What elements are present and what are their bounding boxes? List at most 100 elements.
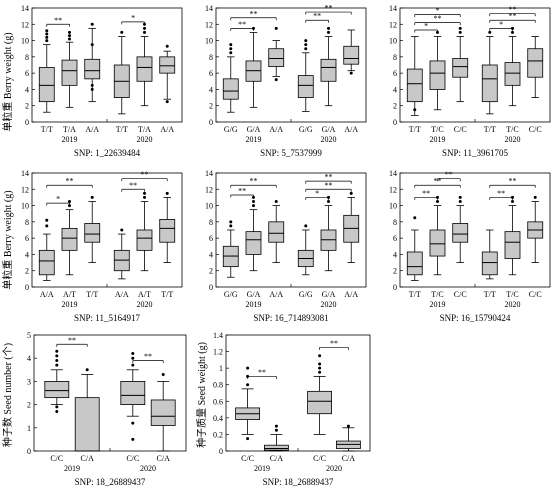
snp-caption: SNP: 11_3961705 — [442, 148, 508, 158]
box-2020-TC — [504, 195, 521, 276]
y-tick-label: 2 — [209, 267, 213, 276]
significance-stars: ** — [434, 14, 442, 23]
genotype-label: A/A — [344, 125, 358, 134]
box-2020-CA — [335, 424, 361, 452]
genotype-label: T/T — [41, 125, 53, 134]
box-2019-CC — [235, 366, 261, 441]
outlier-point — [318, 354, 322, 358]
significance-stars: ** — [497, 189, 505, 198]
box-2020-TT — [159, 191, 176, 263]
significance-stars: ** — [325, 181, 333, 190]
outlier-point — [229, 43, 233, 47]
genotype-label: A/A — [115, 290, 129, 299]
box-2020-AA — [343, 29, 360, 75]
significance-bracket: ** — [46, 16, 70, 27]
box-2020-AA — [343, 191, 360, 263]
outlier-point — [55, 405, 59, 409]
genotype-label: C/C — [529, 125, 542, 134]
y-tick-label: 4 — [209, 250, 213, 259]
outlier-point — [274, 200, 278, 203]
iqr-box — [159, 219, 176, 243]
y-tick-label: 0 — [393, 283, 397, 292]
significance-stars: ** — [141, 170, 149, 179]
significance-bracket: ** — [230, 177, 277, 188]
genotype-label: G/A — [247, 290, 261, 299]
y-tick-label: 12 — [21, 185, 29, 194]
box-2019-AA — [268, 200, 285, 263]
significance-stars: * — [131, 13, 135, 22]
genotype-label: A/A — [85, 125, 99, 134]
box-2019-TT — [84, 195, 101, 263]
iqr-box — [452, 223, 469, 243]
significance-stars: ** — [445, 170, 453, 179]
y-tick-label: 4 — [25, 85, 29, 94]
snp-caption: SNP: 18_26889437 — [75, 477, 146, 487]
y-tick-label: 8 — [25, 53, 29, 62]
significance-stars: ** — [330, 339, 338, 348]
significance-bracket: ** — [414, 189, 438, 200]
outlier-point — [229, 47, 233, 51]
genotype-label: C/C — [454, 290, 467, 299]
outlier-point — [143, 195, 146, 199]
box-2020-TT — [113, 30, 130, 115]
y-tick-label: 8 — [209, 53, 213, 62]
y-tick-label: 2 — [393, 267, 397, 276]
y-tick-label: 0 — [27, 447, 31, 456]
box-2019-TC — [429, 195, 446, 276]
genotype-label: C/C — [241, 454, 254, 463]
iqr-box — [406, 251, 423, 276]
y-tick-label: 2 — [393, 102, 397, 111]
year-label: 2019 — [246, 300, 262, 309]
y-tick-label: 4 — [25, 250, 29, 259]
iqr-box — [136, 56, 153, 82]
significance-bracket: ** — [319, 339, 349, 350]
genotype-label: G/G — [224, 125, 238, 134]
box-2019-TT — [38, 29, 55, 113]
genotype-label: C/C — [529, 290, 542, 299]
y-tick-label: 10 — [205, 37, 213, 46]
y-tick-label: 0 — [25, 118, 29, 127]
genotype-label: T/C — [506, 125, 518, 134]
snp-caption: SNP: 1_22639484 — [74, 148, 141, 158]
outlier-point — [533, 195, 537, 199]
box-2019-GG — [222, 220, 239, 278]
outlier-point — [120, 30, 124, 34]
outlier-point — [143, 26, 146, 30]
chart-panel-2: 0 2 4 6 8 10 12 14 G/G G/A A/A 2019 G/G G/A A/A 2020 ** *… — [205, 4, 367, 158]
year-label: 2020 — [505, 300, 521, 309]
iqr-box — [44, 380, 70, 399]
outlier-point — [131, 421, 135, 425]
outlier-point — [90, 43, 94, 47]
iqr-box — [320, 58, 337, 82]
significance-bracket: ** — [489, 5, 536, 17]
outlier-point — [229, 224, 233, 228]
outlier-point — [304, 39, 308, 43]
significance-stars: ** — [250, 9, 258, 18]
iqr-box — [245, 231, 262, 255]
outlier-point — [458, 26, 462, 30]
iqr-box — [429, 229, 446, 257]
genotype-label: A/A — [344, 290, 358, 299]
box-2019-TT — [406, 216, 423, 281]
y-tick-label: 12 — [21, 20, 29, 29]
box-2019-CA — [74, 368, 100, 452]
significance-bracket: ** — [230, 186, 254, 198]
y-tick-label: 10 — [389, 37, 397, 46]
outlier-point — [131, 352, 135, 356]
box-2020-TT — [481, 229, 498, 280]
outlier-point — [458, 200, 462, 203]
iqr-box — [150, 399, 176, 426]
significance-bracket: * — [121, 13, 145, 25]
iqr-box — [120, 380, 146, 405]
y-tick-label: 0.6 — [213, 397, 223, 406]
outlier-point — [131, 437, 135, 441]
outlier-point — [349, 191, 353, 195]
genotype-label: C/A — [157, 454, 171, 463]
y-axis-label-berry-weight-row2: 单粒重 Berry weight (g) — [1, 190, 14, 289]
significance-stars: ** — [144, 352, 152, 361]
significance-stars: * — [56, 195, 60, 204]
box-2020-CC — [527, 195, 544, 263]
iqr-box — [74, 397, 100, 452]
